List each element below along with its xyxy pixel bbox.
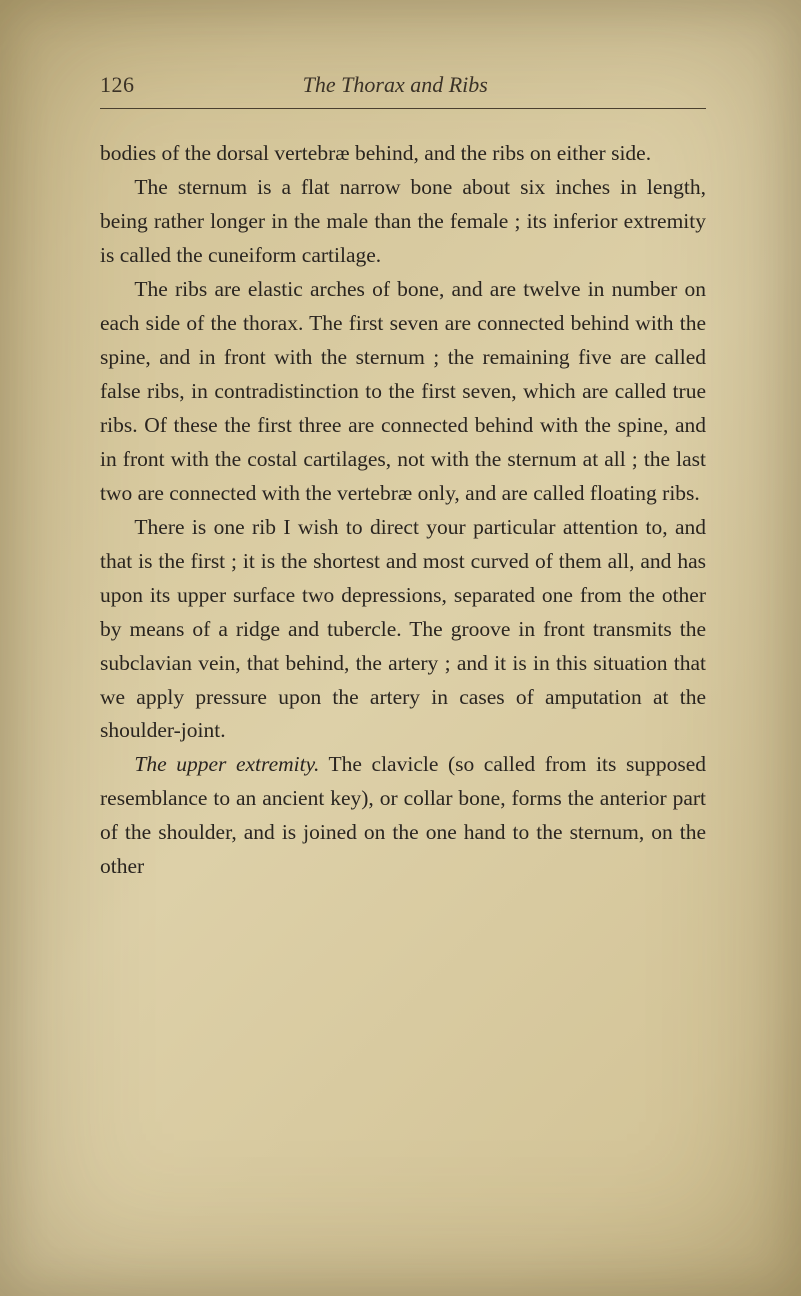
paragraph: The upper extremity. The clavicle (so ca… — [100, 748, 706, 884]
page-header: 126 The Thorax and Ribs — [100, 72, 706, 98]
paragraph: There is one rib I wish to direct your p… — [100, 511, 706, 749]
paragraph: The sternum is a flat narrow bone about … — [100, 171, 706, 273]
body-text: bodies of the dorsal vertebræ behind, an… — [100, 137, 706, 884]
book-page: 126 The Thorax and Ribs bodies of the do… — [0, 0, 801, 944]
paragraph: The ribs are elastic arches of bone, and… — [100, 273, 706, 511]
running-title: The Thorax and Ribs — [85, 72, 707, 98]
paragraph: bodies of the dorsal vertebræ behind, an… — [100, 137, 706, 171]
header-rule — [100, 108, 706, 109]
paragraph-lead-italic: The upper extremity. — [134, 752, 319, 776]
